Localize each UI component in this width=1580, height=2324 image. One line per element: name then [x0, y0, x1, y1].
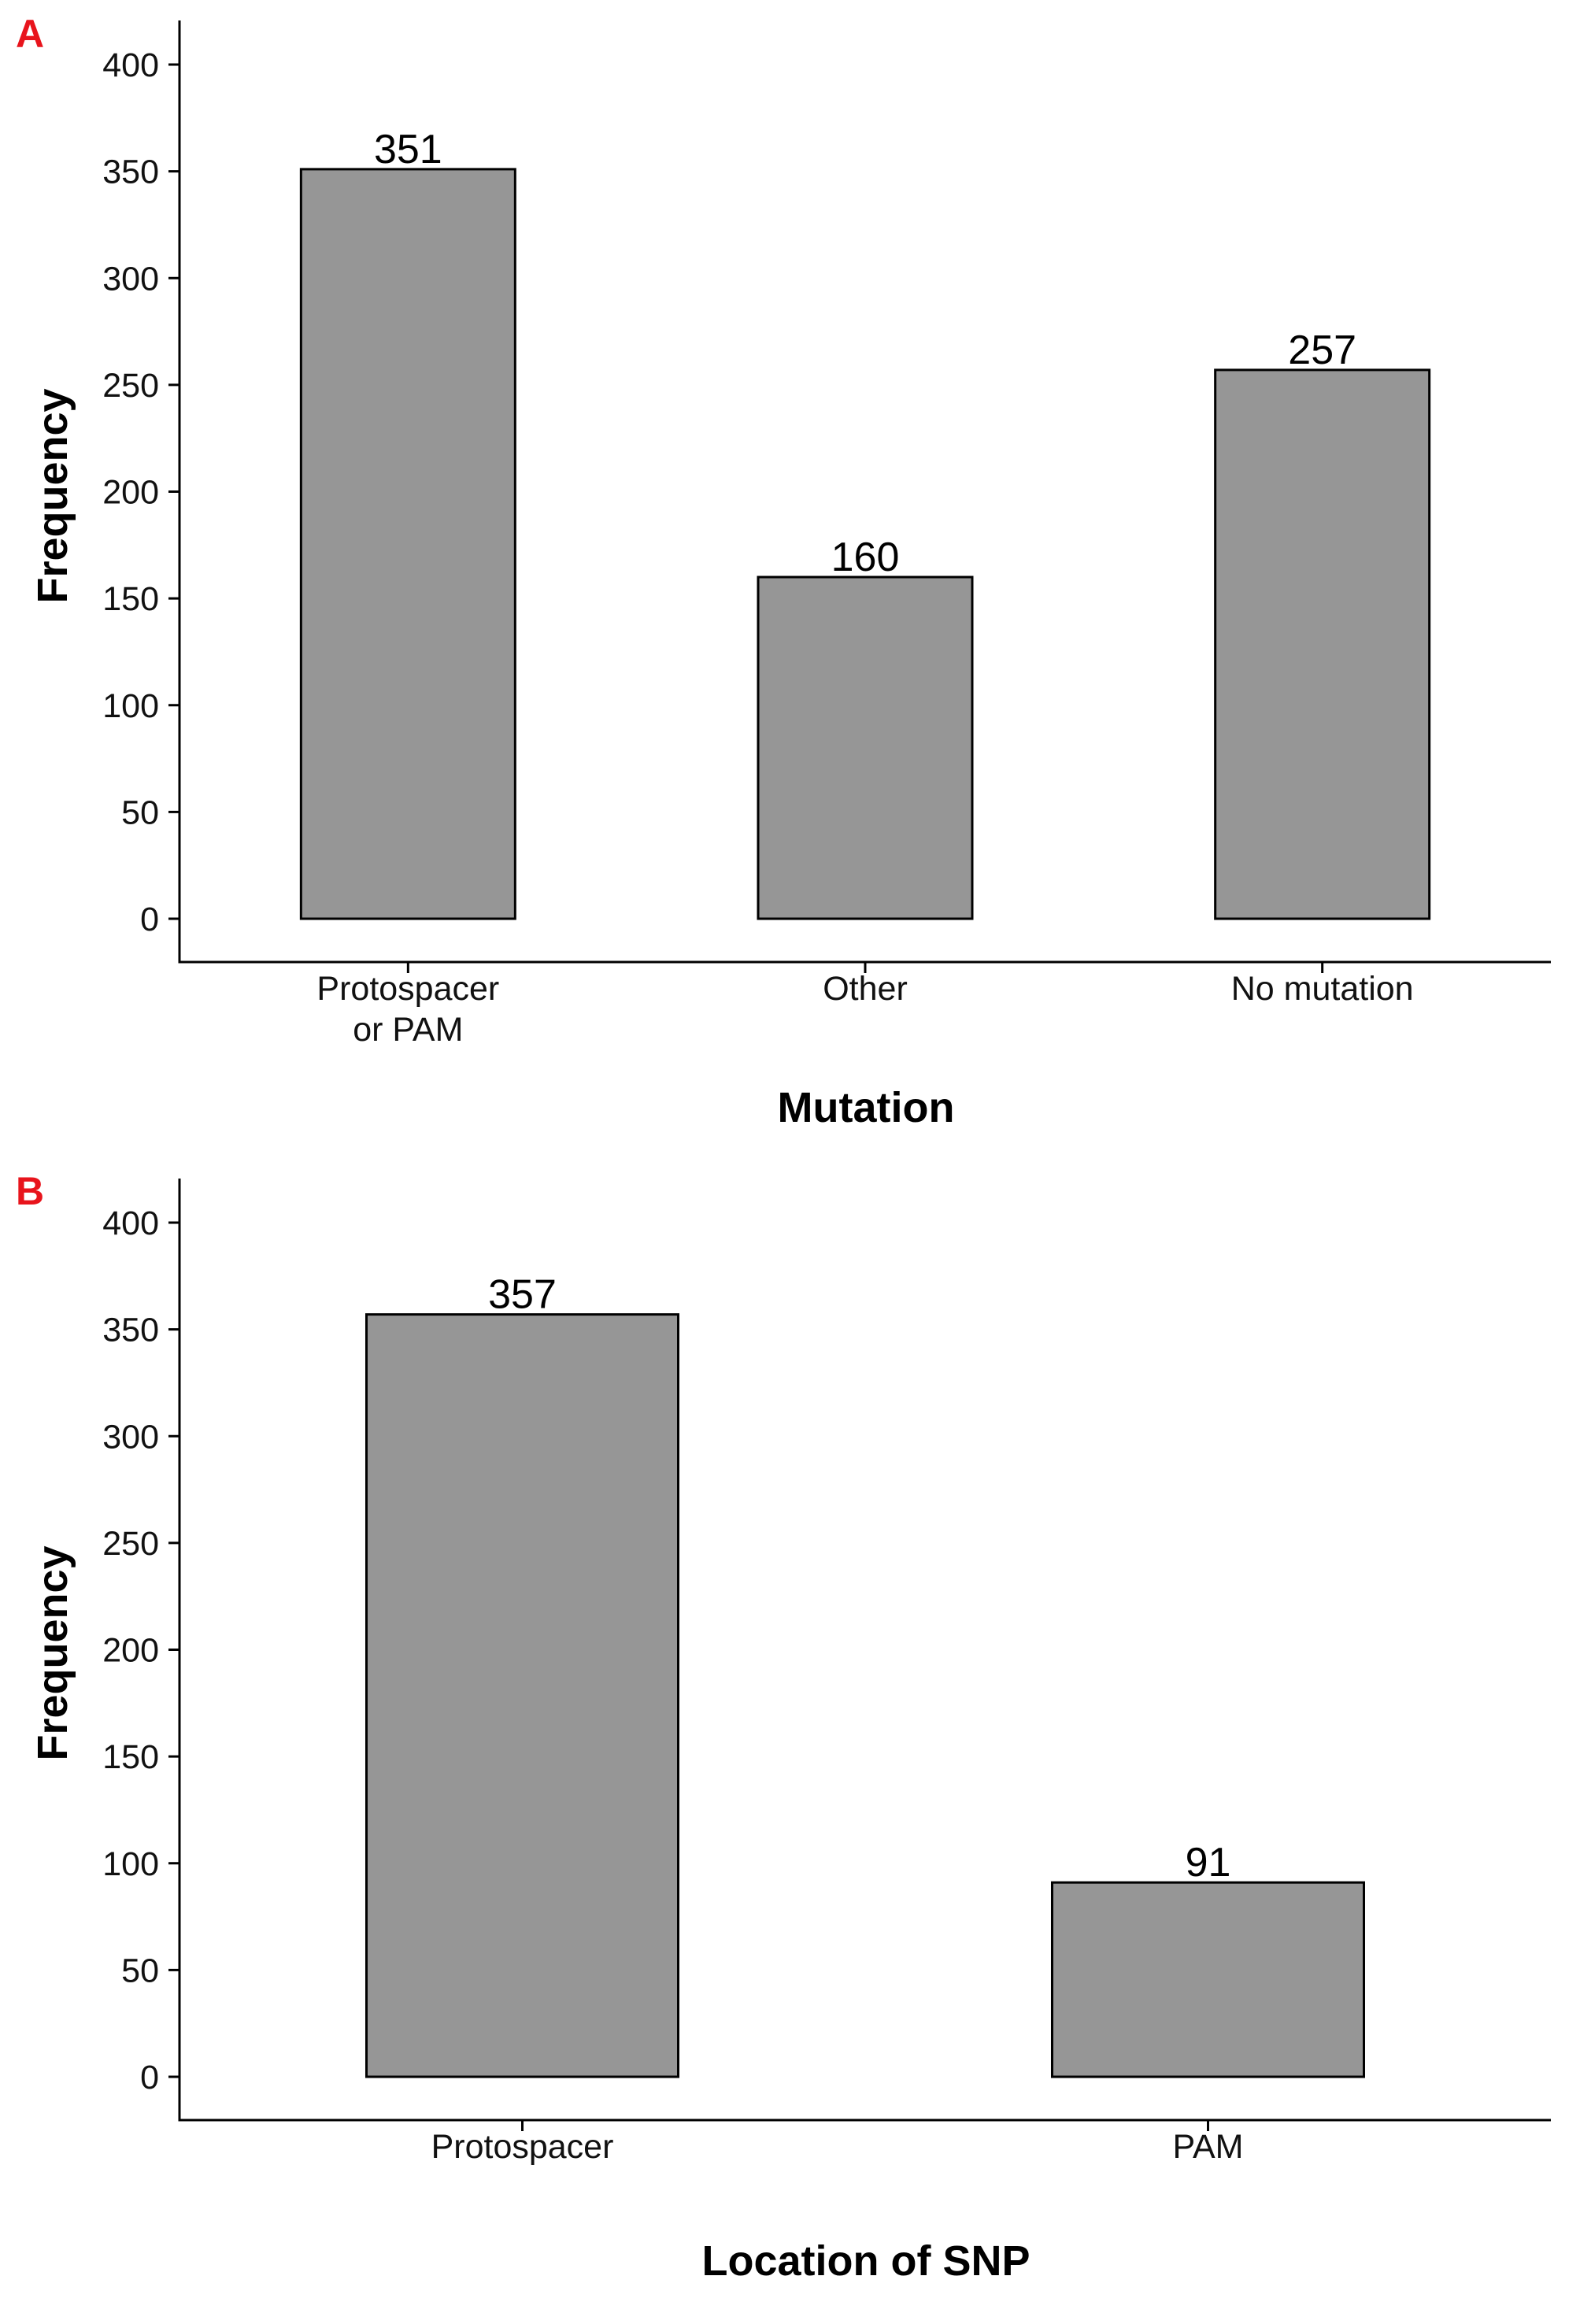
panel-a-category-label: No mutation	[1231, 970, 1414, 1008]
panel-a-y-tick-label: 50	[121, 794, 159, 831]
panel-b-letter: B	[16, 1169, 44, 1213]
panel-b-bar-value-label: 357	[488, 1272, 557, 1318]
panel-b-y-tick-label: 50	[121, 1952, 159, 1989]
panel-a-y-tick-label: 350	[102, 154, 159, 191]
panel-b-y-tick-label: 300	[102, 1418, 159, 1456]
panel-a-y-tick-label: 400	[102, 46, 159, 84]
panel-a-category-label: Other	[823, 970, 908, 1008]
panel-b-category-label: PAM	[1173, 2128, 1244, 2166]
panel-a-y-tick-label: 150	[102, 580, 159, 618]
panel-a-bar	[1214, 368, 1431, 920]
panel-b-y-tick-label: 350	[102, 1312, 159, 1349]
panel-b-bar	[1051, 1881, 1365, 2078]
panel-a-bar-value-label: 351	[374, 127, 442, 172]
panel-b-y-tick-label: 0	[140, 2059, 159, 2096]
panel-a-bar-value-label: 160	[831, 535, 900, 580]
panel-b-category-label: Protospacer	[431, 2128, 614, 2166]
panel-b: B 0 50 100 150 200 250 300 350 400 357 Protospacer…	[16, 1169, 1551, 2285]
panel-b-x-axis-title: Location of SNP	[702, 2237, 1031, 2285]
panel-a-plot: 0 50 100 150 200 250 300 350 400 351 Protospacer or…	[102, 20, 1551, 1049]
panel-a-bar-value-label: 257	[1288, 328, 1356, 373]
panel-a-y-tick-label: 0	[140, 901, 159, 938]
panel-a-y-tick-label: 200	[102, 474, 159, 512]
panel-a-bar	[757, 575, 974, 920]
panel-a-y-tick-label: 100	[102, 687, 159, 725]
panel-b-bar	[365, 1313, 679, 2078]
panel-a-y-axis-title: Frequency	[29, 388, 76, 603]
panel-b-plot: 0 50 100 150 200 250 300 350 400 357 Protospacer 91…	[102, 1179, 1551, 2166]
panel-b-y-axis-title: Frequency	[29, 1545, 76, 1760]
panel-b-y-tick-label: 200	[102, 1632, 159, 1670]
panel-a-y-tick-label: 300	[102, 260, 159, 298]
panel-a-bar	[299, 168, 516, 920]
panel-a-category-label: Protospacer or PAM	[316, 970, 499, 1049]
panel-b-y-tick-label: 100	[102, 1845, 159, 1883]
panel-a-x-axis-title: Mutation	[778, 1084, 955, 1131]
panel-a-y-tick-label: 250	[102, 367, 159, 405]
panel-b-y-tick-label: 150	[102, 1738, 159, 1776]
panel-a: A 0 50 100 150 200 250 300 350 400 351 Protospacer…	[16, 12, 1551, 1131]
panel-b-bar-value-label: 91	[1186, 1840, 1231, 1885]
panel-a-letter: A	[16, 12, 44, 56]
panel-b-y-tick-label: 400	[102, 1205, 159, 1242]
panel-b-y-tick-label: 250	[102, 1525, 159, 1563]
